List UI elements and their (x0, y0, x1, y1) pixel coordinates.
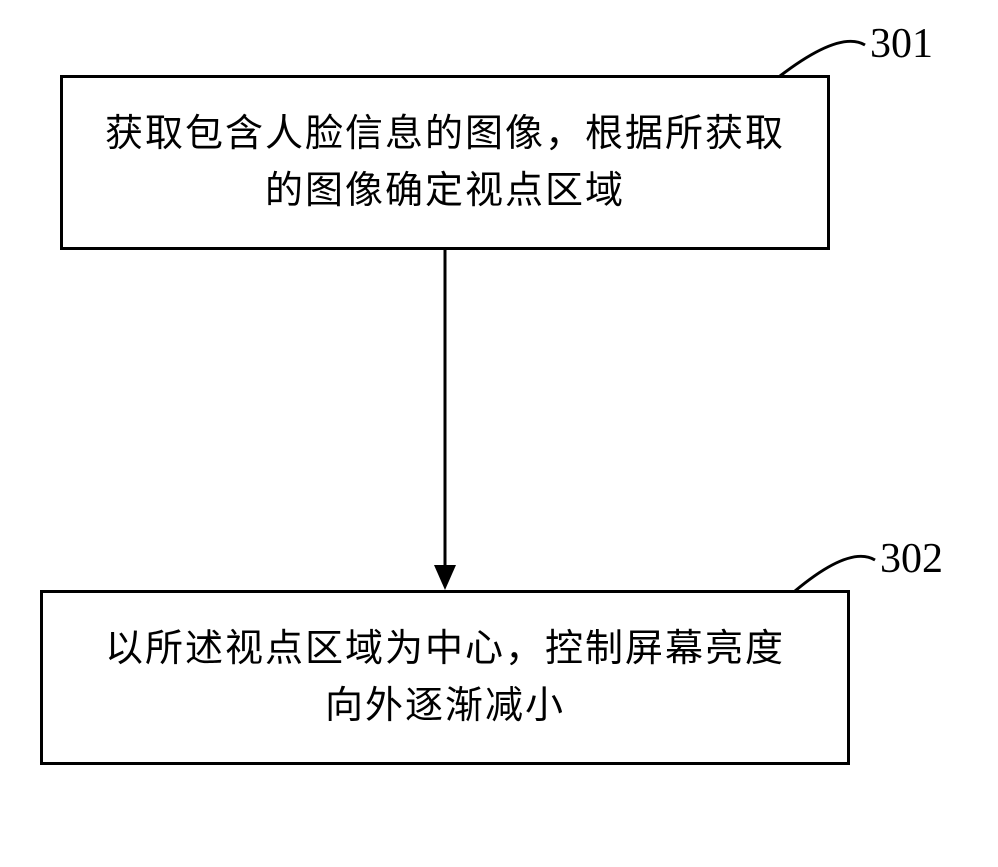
callout-label-1: 301 (870, 20, 933, 68)
node-1-line1: 获取包含人脸信息的图像，根据所获取 (105, 113, 785, 155)
flowchart-node-2: 以所述视点区域为中心，控制屏幕亮度 向外逐渐减小 (40, 590, 850, 765)
node-1-text: 获取包含人脸信息的图像，根据所获取 的图像确定视点区域 (105, 106, 785, 220)
node-1-line2: 的图像确定视点区域 (265, 170, 625, 212)
node-2-line1: 以所述视点区域为中心，控制屏幕亮度 (105, 628, 785, 670)
node-2-line2: 向外逐渐减小 (325, 685, 565, 727)
node-2-text: 以所述视点区域为中心，控制屏幕亮度 向外逐渐减小 (105, 621, 785, 735)
callout-label-2: 302 (880, 535, 943, 583)
flowchart-node-1: 获取包含人脸信息的图像，根据所获取 的图像确定视点区域 (60, 75, 830, 250)
